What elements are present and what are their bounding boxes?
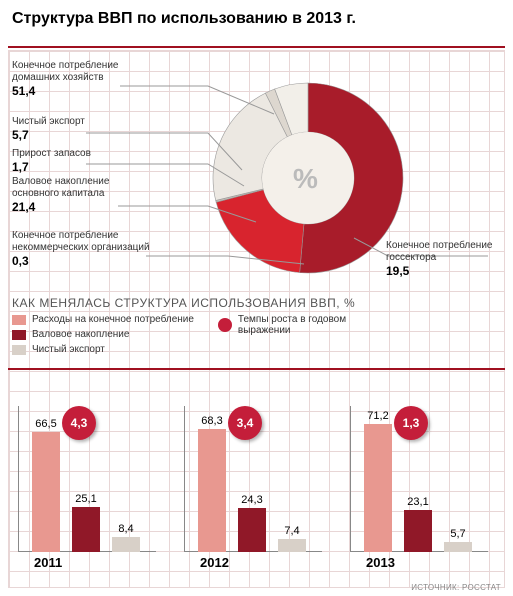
swatch-b (12, 330, 26, 340)
donut-center-symbol: % (293, 163, 318, 195)
barchart-2012: 68,3 24,3 7,4 2012 3,4 (178, 402, 328, 572)
bar-value-label: 7,4 (278, 525, 306, 537)
section2-title: КАК МЕНЯЛАСЬ СТРУКТУРА ИСПОЛЬЗОВАНИЯ ВВП… (12, 296, 355, 310)
bar-value-label: 8,4 (112, 523, 140, 535)
callout-capital: Валовое накопление основного капитала 21… (12, 176, 152, 215)
bar (404, 510, 432, 552)
growth-circle: 1,3 (394, 406, 428, 440)
year-label: 2013 (366, 555, 395, 570)
donut-chart-area: % Конечное потребление домашних хозяйств… (8, 58, 505, 290)
bar (278, 539, 306, 552)
bar-value-label: 68,3 (198, 415, 226, 427)
callout-stock: Прирост запасов 1,7 (12, 148, 152, 175)
bar (72, 507, 100, 552)
bar-value-label: 71,2 (364, 410, 392, 422)
bar-value-label: 66,5 (32, 418, 60, 430)
swatch-a (12, 315, 26, 325)
growth-circle: 3,4 (228, 406, 262, 440)
barchart-2011: 66,5 25,1 8,4 2011 4,3 (12, 402, 162, 572)
title-underline (8, 46, 505, 48)
bar (364, 424, 392, 552)
bar-value-label: 23,1 (404, 496, 432, 508)
bar-value-label: 25,1 (72, 493, 100, 505)
section-divider (8, 368, 505, 370)
callout-netexport: Чистый экспорт 5,7 (12, 116, 152, 143)
legend: Расходы на конечное потребление Валовое … (12, 314, 358, 355)
year-label: 2012 (200, 555, 229, 570)
swatch-c (12, 345, 26, 355)
page-title: Структура ВВП по использованию в 2013 г. (12, 10, 356, 28)
source-label: ИСТОЧНИК: РОССТАТ (411, 583, 501, 592)
bar (198, 429, 226, 552)
callout-nonprofit: Конечное потребление некоммерческих орга… (12, 230, 172, 269)
bar-value-label: 5,7 (444, 528, 472, 540)
bar-value-label: 24,3 (238, 494, 266, 506)
bar (238, 508, 266, 552)
callout-household: Конечное потребление домашних хозяйств 5… (12, 60, 152, 99)
growth-circle: 4,3 (62, 406, 96, 440)
legend-item-a: Расходы на конечное потребление (12, 314, 194, 325)
legend-item-d: Темпы роста в годовом выражении (218, 314, 358, 336)
bar (32, 432, 60, 552)
year-label: 2011 (34, 555, 62, 570)
bar (112, 537, 140, 552)
barchart-2013: 71,2 23,1 5,7 2013 1,3 (344, 402, 494, 572)
swatch-d (218, 318, 232, 332)
callout-gov: Конечное потребление госсектора 19,5 (386, 240, 506, 279)
bar (444, 542, 472, 552)
legend-item-c: Чистый экспорт (12, 344, 194, 355)
legend-item-b: Валовое накопление (12, 329, 194, 340)
